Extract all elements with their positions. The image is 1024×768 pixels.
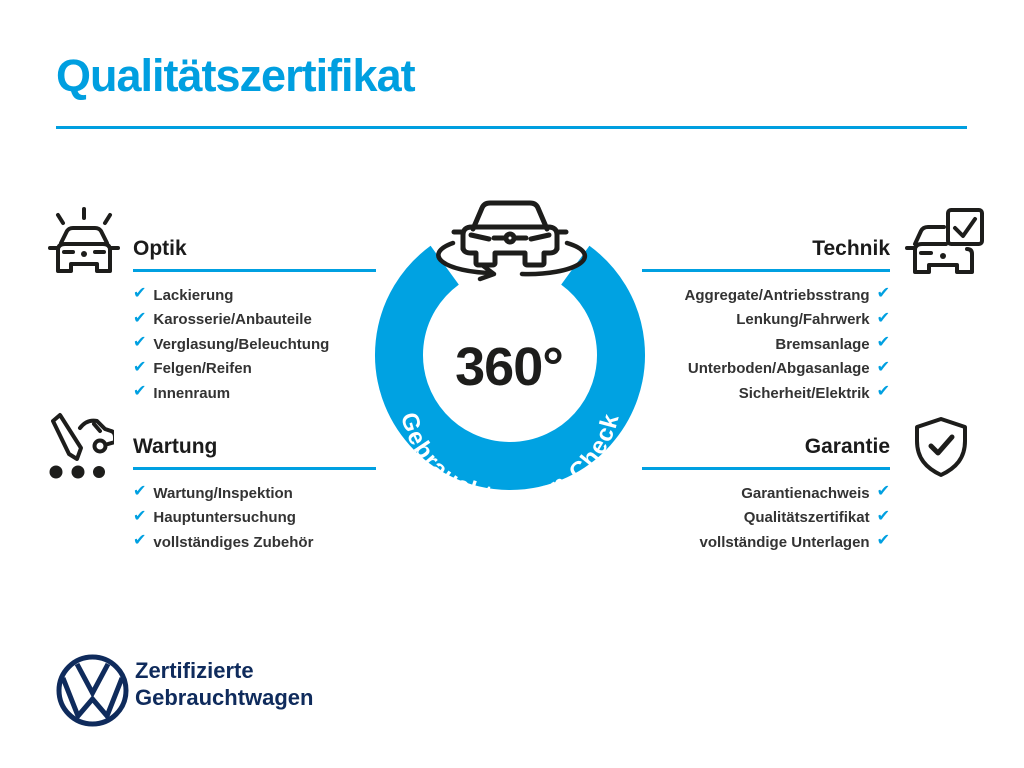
check-icon: ✔ — [876, 285, 890, 303]
section-divider — [642, 467, 890, 470]
section-title-garantie: Garantie — [804, 435, 890, 458]
check-icon: ✔ — [876, 507, 890, 525]
list-item-label: Felgen/Reifen — [153, 360, 252, 378]
360-check-badge: Gebrauchtwagen-Check 360° — [375, 200, 645, 505]
check-icon: ✔ — [876, 383, 890, 401]
list-item-label: Unterboden/Abgasanlage — [687, 360, 870, 378]
list-item: Sicherheit/Elektrik ✔ — [642, 381, 890, 406]
list-item-label: Hauptuntersuchung — [153, 509, 296, 527]
list-item-label: vollständige Unterlagen — [699, 533, 870, 551]
check-icon: ✔ — [133, 334, 147, 352]
list-item-label: vollständiges Zubehör — [153, 533, 314, 551]
page-title: Qualitätszertifikat — [56, 50, 416, 101]
list-item: ✔ Wartung/Inspektion — [133, 481, 376, 506]
list-item: vollständige Unterlagen ✔ — [642, 530, 890, 555]
list-item: ✔ Innenraum — [133, 381, 376, 406]
section-wartung: Wartung ✔ Wartung/Inspektion ✔ Hauptunters… — [133, 434, 376, 555]
list-item-label: Innenraum — [153, 384, 231, 402]
car-rotation-icon — [436, 200, 588, 282]
list-item-label: Sicherheit/Elektrik — [738, 384, 870, 402]
vw-logo — [56, 654, 129, 727]
list-item: ✔ vollständiges Zubehör — [133, 530, 376, 555]
service-checklist-icon — [49, 413, 114, 479]
car-checkbox-icon — [905, 208, 984, 274]
list-item-label: Lackierung — [153, 286, 234, 304]
list-item: Aggregate/Antriebsstrang ✔ — [642, 283, 890, 308]
section-divider — [642, 269, 890, 272]
check-icon: ✔ — [133, 483, 147, 501]
section-divider — [133, 467, 376, 470]
list-item-label: Wartung/Inspektion — [153, 484, 293, 502]
checklist-technik: Aggregate/Antriebsstrang ✔ Lenkung/Fahrwe… — [642, 283, 890, 406]
section-technik: Technik Aggregate/Antriebsstrang ✔ Lenkun… — [642, 236, 890, 406]
brand-text: Zertifizierte Gebrauchtwagen — [135, 657, 313, 711]
check-icon: ✔ — [133, 532, 147, 550]
list-item: ✔ Karosserie/Anbauteile — [133, 308, 376, 333]
list-item: Unterboden/Abgasanlage ✔ — [642, 357, 890, 382]
section-title-optik: Optik — [133, 237, 187, 260]
brand-line-1: Zertifizierte — [135, 658, 254, 683]
section-optik: Optik ✔ Lackierung ✔ Karosserie/Anbauteile… — [133, 236, 376, 406]
list-item-label: Qualitätszertifikat — [743, 509, 870, 527]
check-icon: ✔ — [876, 309, 890, 327]
check-icon: ✔ — [133, 358, 147, 376]
list-item: Qualitätszertifikat ✔ — [642, 506, 890, 531]
list-item-label: Karosserie/Anbauteile — [153, 311, 312, 329]
list-item-label: Garantienachweis — [741, 484, 870, 502]
brand-line-2: Gebrauchtwagen — [135, 685, 314, 710]
section-title-technik: Technik — [812, 237, 890, 260]
shield-check-icon — [915, 417, 967, 477]
list-item: ✔ Verglasung/Beleuchtung — [133, 332, 376, 357]
list-item: Bremsanlage ✔ — [642, 332, 890, 357]
title-divider — [56, 126, 967, 129]
list-item: ✔ Felgen/Reifen — [133, 357, 376, 382]
check-icon: ✔ — [133, 507, 147, 525]
checklist-garantie: Garantienachweis ✔ Qualitätszertifikat ✔ v… — [642, 481, 890, 555]
list-item-label: Bremsanlage — [775, 335, 870, 353]
list-item: Garantienachweis ✔ — [642, 481, 890, 506]
section-garantie: Garantie Garantienachweis ✔ Qualitätszert… — [642, 434, 890, 555]
check-icon: ✔ — [133, 383, 147, 401]
sparkling-car-icon — [48, 207, 120, 273]
section-divider — [133, 269, 376, 272]
list-item-label: Aggregate/Antriebsstrang — [684, 286, 870, 304]
checklist-wartung: ✔ Wartung/Inspektion ✔ Hauptuntersuchung ✔… — [133, 481, 376, 555]
check-icon: ✔ — [876, 483, 890, 501]
check-icon: ✔ — [876, 334, 890, 352]
list-item: Lenkung/Fahrwerk ✔ — [642, 308, 890, 333]
list-item-label: Lenkung/Fahrwerk — [736, 311, 870, 329]
check-icon: ✔ — [133, 285, 147, 303]
badge-ring — [375, 245, 645, 490]
list-item: ✔ Lackierung — [133, 283, 376, 308]
checklist-optik: ✔ Lackierung ✔ Karosserie/Anbauteile ✔ Verg… — [133, 283, 376, 406]
list-item-label: Verglasung/Beleuchtung — [153, 335, 330, 353]
check-icon: ✔ — [876, 358, 890, 376]
section-title-wartung: Wartung — [133, 435, 218, 458]
check-icon: ✔ — [876, 532, 890, 550]
check-icon: ✔ — [133, 309, 147, 327]
badge-value: 360° — [455, 337, 563, 397]
list-item: ✔ Hauptuntersuchung — [133, 506, 376, 531]
